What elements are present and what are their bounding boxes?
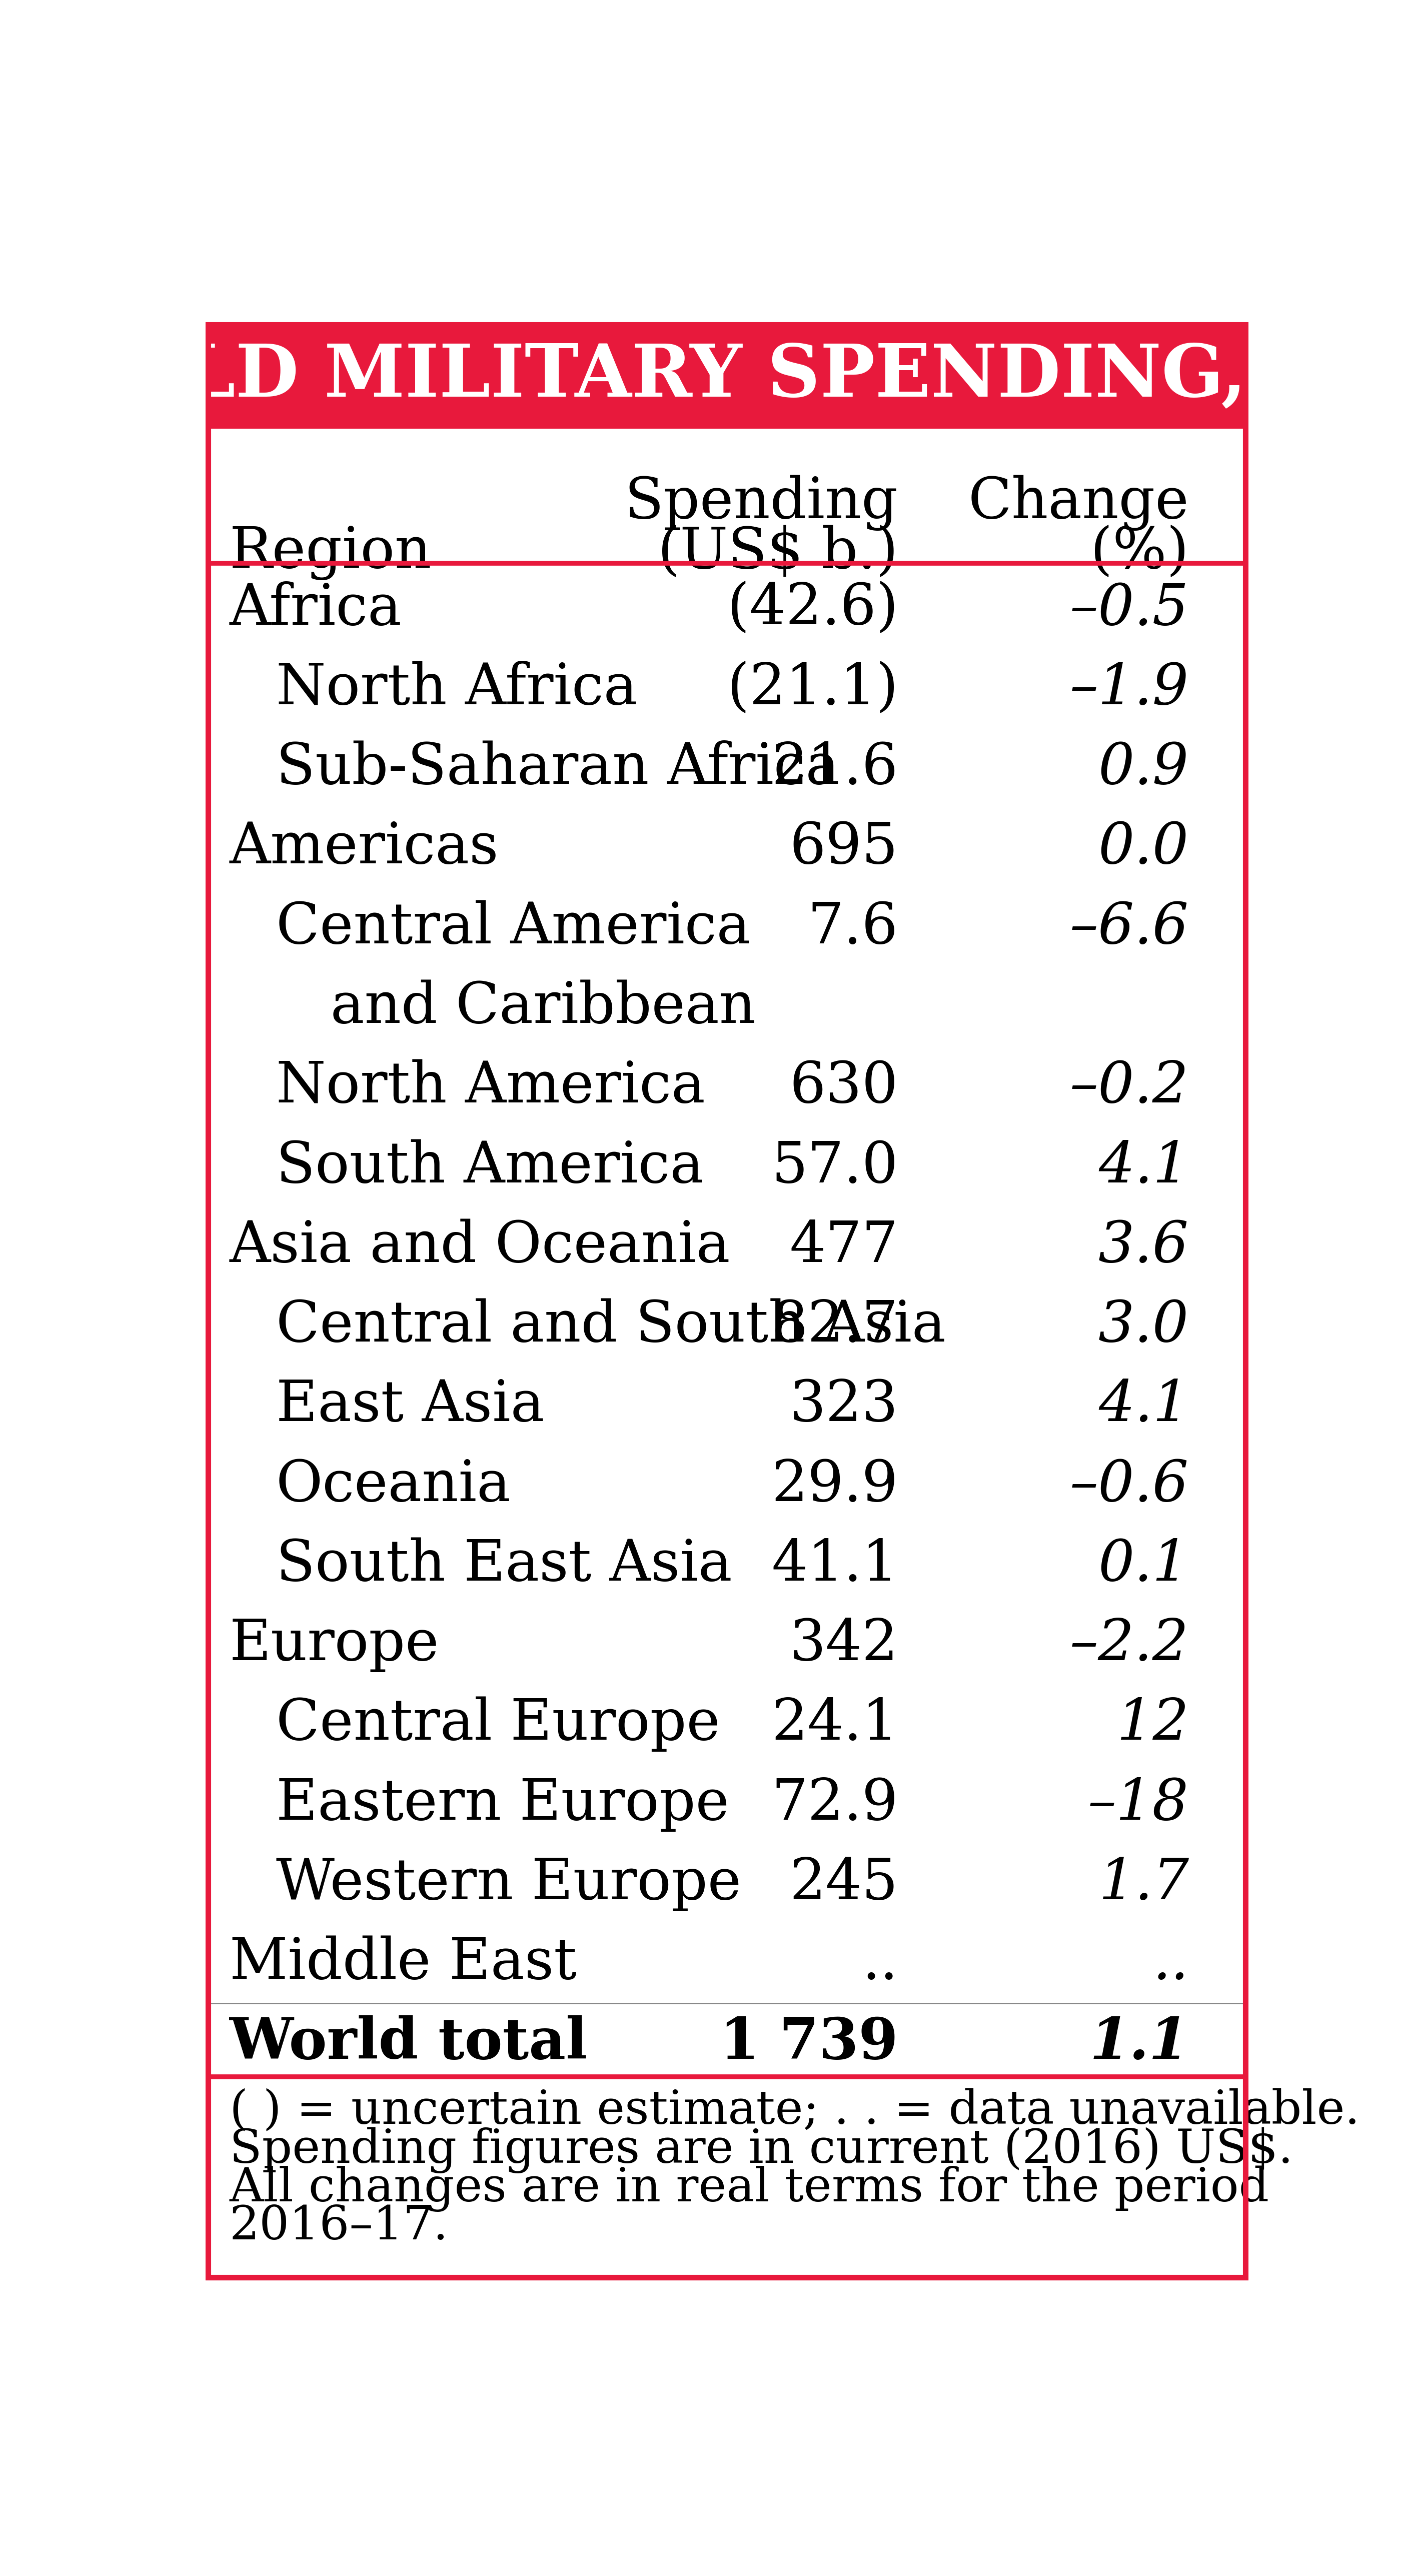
Text: 29.9: 29.9 <box>771 1458 898 1512</box>
Text: North America: North America <box>277 1059 705 1115</box>
Text: –0.6: –0.6 <box>1069 1458 1188 1512</box>
Text: ( ) = uncertain estimate; . . = data unavailable.: ( ) = uncertain estimate; . . = data una… <box>230 2089 1360 2133</box>
Text: Central America: Central America <box>277 899 750 956</box>
Text: 245: 245 <box>790 1855 898 1911</box>
Text: Central Europe: Central Europe <box>277 1698 720 1752</box>
Text: 12: 12 <box>1116 1698 1188 1752</box>
Text: 3.6: 3.6 <box>1099 1218 1188 1275</box>
Text: –0.2: –0.2 <box>1069 1059 1188 1115</box>
Text: East Asia: East Asia <box>277 1378 545 1432</box>
Text: 2016–17.: 2016–17. <box>230 2205 448 2249</box>
Text: 1.7: 1.7 <box>1099 1855 1188 1911</box>
Text: 24.1: 24.1 <box>771 1698 898 1752</box>
Text: 323: 323 <box>790 1378 898 1432</box>
Text: 21.6: 21.6 <box>771 742 898 796</box>
Bar <box>208 325 1245 428</box>
Text: –1.9: –1.9 <box>1069 662 1188 716</box>
Text: 7.6: 7.6 <box>808 899 898 956</box>
Text: Asia and Oceania: Asia and Oceania <box>230 1218 730 1275</box>
Text: –2.2: –2.2 <box>1069 1618 1188 1672</box>
Text: Region: Region <box>230 526 431 580</box>
Text: 695: 695 <box>790 819 898 876</box>
Text: Oceania: Oceania <box>277 1458 510 1512</box>
Text: North Africa: North Africa <box>277 662 638 716</box>
Text: (42.6): (42.6) <box>727 582 898 636</box>
Text: 4.1: 4.1 <box>1099 1378 1188 1432</box>
Text: All changes are in real terms for the period: All changes are in real terms for the pe… <box>230 2166 1269 2213</box>
Text: Eastern Europe: Eastern Europe <box>277 1777 729 1832</box>
Text: and Caribbean: and Caribbean <box>277 979 756 1036</box>
Text: Middle East: Middle East <box>230 1935 577 1991</box>
Text: 477: 477 <box>790 1218 898 1275</box>
Text: 3.0: 3.0 <box>1099 1298 1188 1352</box>
Text: 0.1: 0.1 <box>1099 1538 1188 1592</box>
Text: South America: South America <box>277 1139 703 1195</box>
Text: WORLD MILITARY SPENDING, 2017: WORLD MILITARY SPENDING, 2017 <box>0 340 1418 412</box>
Text: –0.5: –0.5 <box>1069 582 1188 636</box>
Text: (US$ b.): (US$ b.) <box>658 526 898 580</box>
Text: Western Europe: Western Europe <box>277 1855 742 1911</box>
Text: Spending: Spending <box>624 474 898 531</box>
Text: 72.9: 72.9 <box>771 1777 898 1832</box>
Text: Central and South Asia: Central and South Asia <box>277 1298 946 1352</box>
Text: 41.1: 41.1 <box>771 1538 898 1592</box>
Text: Sub-Saharan Africa: Sub-Saharan Africa <box>277 742 839 796</box>
Text: 0.0: 0.0 <box>1099 819 1188 876</box>
Text: 4.1: 4.1 <box>1099 1139 1188 1195</box>
Text: Americas: Americas <box>230 819 499 876</box>
Text: Change: Change <box>968 474 1188 531</box>
Text: 57.0: 57.0 <box>771 1139 898 1195</box>
Text: ..: .. <box>862 1935 898 1991</box>
Text: 1 739: 1 739 <box>720 2014 898 2071</box>
Text: Africa: Africa <box>230 582 403 636</box>
Text: 1.1: 1.1 <box>1090 2014 1188 2071</box>
Text: 82.7: 82.7 <box>771 1298 898 1352</box>
Text: 0.9: 0.9 <box>1099 742 1188 796</box>
Text: South East Asia: South East Asia <box>277 1538 732 1592</box>
Text: World total: World total <box>230 2014 587 2071</box>
Text: Europe: Europe <box>230 1618 440 1672</box>
Text: (21.1): (21.1) <box>727 662 898 716</box>
Text: Spending figures are in current (2016) US$.: Spending figures are in current (2016) U… <box>230 2128 1293 2174</box>
Text: ..: .. <box>1153 1935 1188 1991</box>
Text: (%): (%) <box>1090 526 1188 580</box>
Text: –6.6: –6.6 <box>1069 899 1188 956</box>
Text: 342: 342 <box>790 1618 898 1672</box>
Text: –18: –18 <box>1088 1777 1188 1832</box>
Text: 630: 630 <box>790 1059 898 1115</box>
